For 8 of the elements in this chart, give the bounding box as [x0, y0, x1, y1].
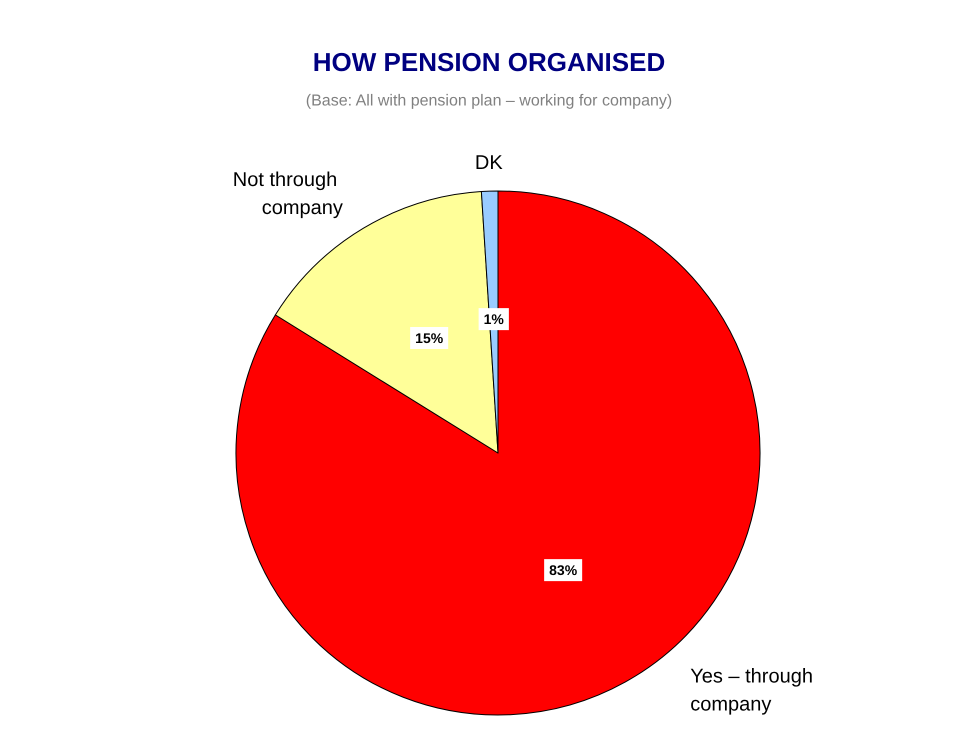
slice-label: Not through company	[232, 168, 343, 219]
data-label: 15%	[415, 330, 444, 346]
chart-title: HOW PENSION ORGANISED	[312, 47, 666, 77]
data-label: 83%	[549, 562, 578, 578]
data-label: 1%	[484, 311, 504, 328]
slice-label: Yes – through company	[690, 666, 819, 716]
chart-subtitle: (Base: All with pension plan – working for company)	[306, 92, 672, 110]
slice-label: DK	[474, 152, 504, 174]
